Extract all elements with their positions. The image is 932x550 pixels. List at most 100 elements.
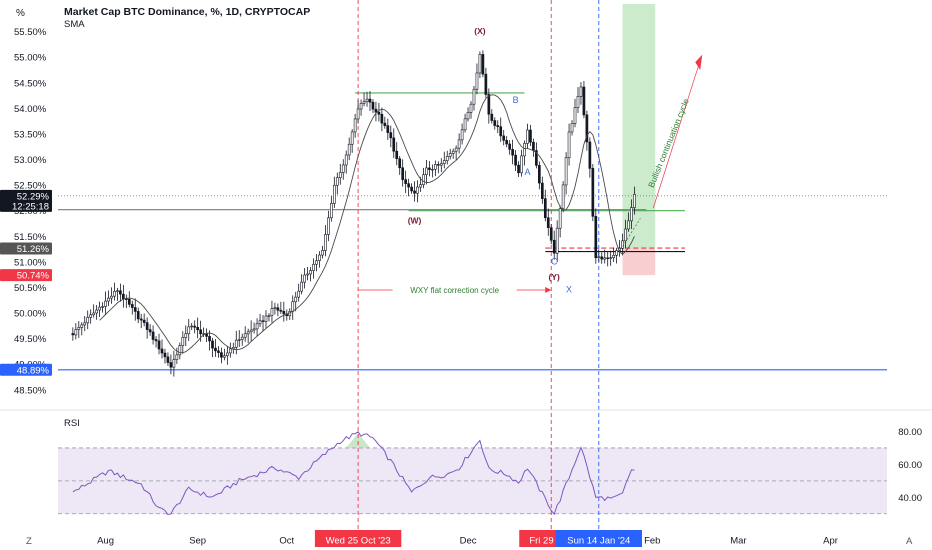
candle[interactable]	[157, 340, 161, 350]
candle[interactable]	[359, 103, 363, 110]
candle[interactable]	[353, 118, 357, 133]
candle[interactable]	[558, 208, 562, 229]
candle[interactable]	[211, 340, 214, 349]
candle[interactable]	[237, 339, 241, 341]
candle[interactable]	[297, 290, 301, 298]
candle[interactable]	[612, 254, 615, 258]
candle[interactable]	[223, 355, 226, 358]
candle[interactable]	[475, 72, 479, 90]
candle[interactable]	[552, 239, 556, 254]
candle[interactable]	[407, 183, 410, 188]
candle[interactable]	[246, 331, 250, 335]
candle[interactable]	[428, 167, 431, 170]
candle[interactable]	[145, 322, 149, 330]
candle[interactable]	[228, 348, 232, 354]
candle[interactable]	[439, 163, 443, 166]
candle[interactable]	[520, 155, 523, 174]
candle[interactable]	[92, 312, 95, 316]
candle[interactable]	[282, 310, 286, 315]
candle[interactable]	[448, 153, 452, 157]
candle[interactable]	[291, 301, 295, 312]
candle[interactable]	[267, 315, 271, 317]
candle[interactable]	[630, 207, 633, 222]
candle[interactable]	[466, 112, 470, 120]
candle[interactable]	[350, 131, 354, 145]
candle[interactable]	[344, 154, 348, 166]
candle[interactable]	[122, 293, 125, 300]
candle[interactable]	[208, 336, 211, 342]
candle[interactable]	[172, 359, 176, 368]
candle[interactable]	[576, 96, 580, 108]
candle[interactable]	[567, 131, 571, 159]
candle[interactable]	[627, 220, 630, 230]
candle[interactable]	[472, 88, 476, 105]
candle[interactable]	[341, 164, 345, 173]
candle[interactable]	[377, 111, 381, 115]
candle[interactable]	[127, 299, 131, 305]
candle[interactable]	[175, 354, 179, 360]
candle[interactable]	[113, 290, 116, 297]
candle[interactable]	[416, 186, 419, 194]
candle[interactable]	[321, 250, 324, 256]
candle[interactable]	[315, 260, 318, 265]
candle[interactable]	[600, 256, 604, 260]
candle[interactable]	[196, 326, 199, 331]
candle[interactable]	[226, 352, 229, 357]
candle[interactable]	[169, 362, 173, 368]
candle[interactable]	[404, 179, 407, 184]
rsi-axis[interactable]: 80.00 60.00 40.00	[898, 427, 922, 504]
candle[interactable]	[255, 323, 259, 330]
candle[interactable]	[624, 228, 627, 242]
candle[interactable]	[133, 307, 137, 312]
candle[interactable]	[517, 164, 520, 174]
candle[interactable]	[389, 132, 393, 139]
candle[interactable]	[77, 327, 81, 330]
candle[interactable]	[615, 250, 618, 256]
candle[interactable]	[633, 194, 636, 208]
candle[interactable]	[392, 137, 396, 152]
candle[interactable]	[347, 143, 351, 156]
rsi-indicator-label[interactable]: RSI	[64, 418, 80, 429]
candle[interactable]	[555, 227, 559, 254]
candle[interactable]	[332, 184, 336, 204]
candle[interactable]	[136, 311, 140, 320]
candle[interactable]	[413, 190, 416, 194]
candle[interactable]	[609, 257, 613, 259]
candle[interactable]	[148, 329, 152, 333]
candle[interactable]	[603, 257, 607, 260]
candle[interactable]	[523, 143, 526, 157]
candle[interactable]	[431, 168, 434, 171]
candle[interactable]	[535, 150, 538, 166]
candle[interactable]	[478, 54, 482, 74]
time-axis[interactable]: Aug Sep Oct Dec Feb Mar Apr Wed 25 Oct '23 Fri 2…	[97, 530, 838, 547]
candle[interactable]	[579, 86, 583, 97]
candle[interactable]	[252, 328, 256, 331]
candle[interactable]	[496, 125, 500, 128]
candle[interactable]	[368, 98, 372, 103]
candle[interactable]	[362, 101, 366, 104]
candle[interactable]	[338, 172, 342, 178]
candle[interactable]	[104, 300, 107, 307]
candle[interactable]	[279, 309, 283, 312]
candle[interactable]	[318, 254, 321, 261]
candle[interactable]	[166, 356, 170, 363]
time-badge[interactable]	[314, 530, 402, 547]
candle[interactable]	[107, 297, 110, 302]
candle[interactable]	[538, 165, 541, 184]
candle[interactable]	[570, 123, 574, 133]
candle[interactable]	[540, 182, 544, 199]
price-axis[interactable]: 55.50% 55.00% 54.50% 54.00% 53.50% 53.00% 52.5…	[0, 27, 52, 396]
candle[interactable]	[264, 315, 268, 322]
candle[interactable]	[591, 168, 595, 217]
candle[interactable]	[582, 86, 586, 116]
candle[interactable]	[190, 325, 194, 328]
candle[interactable]	[371, 101, 375, 110]
candle[interactable]	[487, 94, 491, 115]
candle[interactable]	[502, 135, 506, 141]
candle[interactable]	[564, 157, 568, 186]
candle[interactable]	[386, 125, 390, 133]
candle[interactable]	[445, 156, 449, 161]
price-badge[interactable]	[0, 363, 52, 376]
candle[interactable]	[276, 307, 280, 311]
